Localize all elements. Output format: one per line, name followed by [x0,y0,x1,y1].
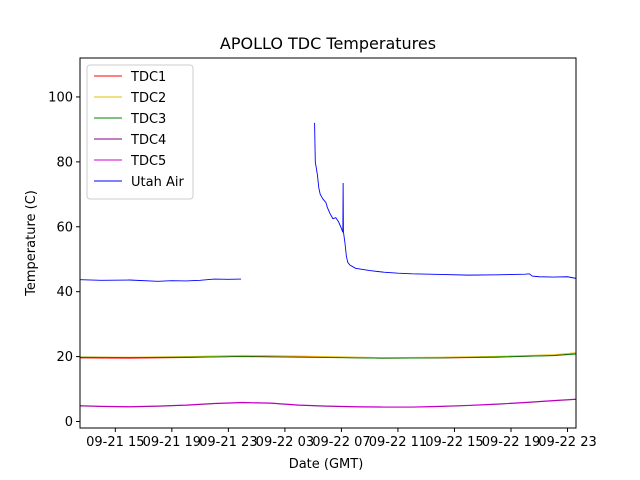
series-line-utah-air-segment-2 [314,122,576,279]
y-tick-label: 0 [65,415,73,430]
legend-label-utah-air: Utah Air [131,175,184,190]
series-layer [80,122,576,408]
legend: TDC1 TDC2 TDC3 TDC4 TDC5 Utah Air [86,64,194,200]
y-tick-label: 80 [56,155,73,170]
y-tick-label: 20 [56,350,73,365]
series-line-tdc3 [80,353,576,359]
x-tick-label: 09-21 23 [199,435,257,450]
series-line-utah-air-segment-1 [80,278,242,282]
y-tick-label: 60 [56,220,73,235]
y-tick-label: 100 [48,90,73,105]
x-axis-label: Date (GMT) [289,457,364,472]
x-tick-label: 09-22 15 [425,435,483,450]
chart-title: APOLLO TDC Temperatures [220,34,436,53]
legend-label-tdc1: TDC1 [130,70,166,85]
y-axis-label: Temperature (C) [24,190,39,297]
legend-label-tdc4: TDC4 [130,133,166,148]
x-tick-label: 09-22 23 [538,435,596,450]
legend-label-tdc3: TDC3 [130,112,166,127]
legend-box [86,64,194,200]
axes-frame [79,57,577,429]
x-tick-label: 09-22 11 [369,435,427,450]
legend-label-tdc5: TDC5 [130,154,166,169]
x-tick-label: 09-22 03 [256,435,314,450]
legend-label-tdc2: TDC2 [130,91,166,106]
x-tick-label: 09-22 07 [312,435,370,450]
x-tick-label: 09-21 19 [143,435,201,450]
x-tick-label: 09-21 15 [86,435,144,450]
series-line-tdc2 [80,352,576,359]
y-axis: 0 20 40 60 80 100 [48,90,80,430]
y-tick-label: 40 [56,285,73,300]
series-line-tdc5 [80,398,576,408]
x-tick-label: 09-22 19 [482,435,540,450]
